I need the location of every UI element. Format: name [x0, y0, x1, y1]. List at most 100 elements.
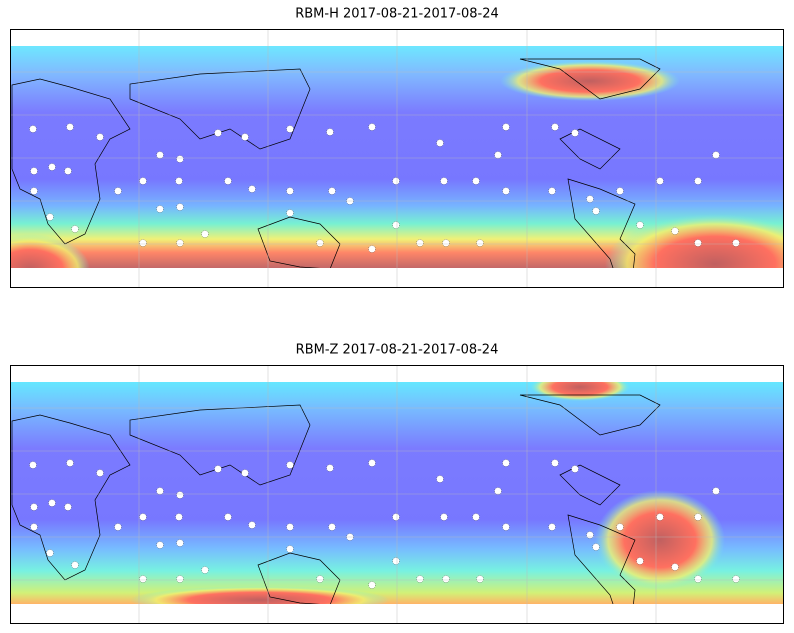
station-dot	[551, 123, 559, 131]
station-dot	[175, 513, 183, 521]
station-dot	[30, 187, 38, 195]
station-dot	[368, 123, 376, 131]
station-dot	[176, 239, 184, 247]
coastline	[11, 414, 131, 581]
station-dot	[694, 513, 702, 521]
map-title: RBM-H 2017-08-21-2017-08-24	[295, 7, 499, 22]
coastline	[129, 68, 311, 150]
station-dot	[712, 487, 720, 495]
station-dot	[392, 221, 400, 229]
station-dot	[201, 566, 209, 574]
station-dot	[46, 213, 54, 221]
station-dot	[139, 239, 147, 247]
station-dot	[286, 209, 294, 217]
station-dot	[671, 563, 679, 571]
station-dot	[656, 513, 664, 521]
station-dot	[214, 465, 222, 473]
station-dot	[392, 177, 400, 185]
hot-spot	[500, 61, 680, 101]
station-dot	[694, 575, 702, 583]
station-dot	[96, 469, 104, 477]
station-dot	[46, 549, 54, 557]
station-dot	[176, 155, 184, 163]
station-dot	[286, 523, 294, 531]
station-dot	[548, 523, 556, 531]
hot-spot	[11, 234, 90, 268]
station-dot	[201, 230, 209, 238]
station-dot	[286, 545, 294, 553]
station-dot	[248, 521, 256, 529]
station-dot	[29, 125, 37, 133]
station-dot	[571, 129, 579, 137]
station-dot	[64, 167, 72, 175]
station-dot	[502, 123, 510, 131]
station-dot	[712, 151, 720, 159]
station-dot	[30, 503, 38, 511]
station-dot	[48, 499, 56, 507]
station-dot	[494, 151, 502, 159]
map-panel: RBM-Z 2017-08-21-2017-08-24	[10, 343, 784, 624]
station-dot	[551, 459, 559, 467]
hot-spot	[595, 490, 725, 590]
station-dot	[66, 123, 74, 131]
station-dot	[616, 523, 624, 531]
station-dot	[139, 513, 147, 521]
station-dot	[472, 177, 480, 185]
station-dot	[636, 221, 644, 229]
coastline	[257, 216, 341, 268]
station-dot	[368, 459, 376, 467]
station-dot	[114, 523, 122, 531]
hot-spot	[530, 382, 630, 401]
hot-spot	[130, 586, 390, 604]
station-dot	[316, 575, 324, 583]
station-dot	[476, 239, 484, 247]
station-dot	[175, 177, 183, 185]
station-dot	[616, 187, 624, 195]
station-dot	[592, 543, 600, 551]
station-dot	[30, 167, 38, 175]
coastline	[11, 78, 131, 245]
station-dot	[176, 539, 184, 547]
station-dot	[156, 541, 164, 549]
station-dot	[586, 531, 594, 539]
map-panel: RBM-H 2017-08-21-2017-08-24	[10, 7, 784, 288]
station-dot	[571, 465, 579, 473]
station-dot	[476, 575, 484, 583]
station-dot	[328, 187, 336, 195]
station-dot	[440, 177, 448, 185]
coastline	[519, 394, 661, 436]
station-dot	[586, 195, 594, 203]
map-title: RBM-Z 2017-08-21-2017-08-24	[296, 343, 499, 358]
station-dot	[139, 177, 147, 185]
station-dot	[96, 133, 104, 141]
station-dot	[30, 523, 38, 531]
station-dot	[732, 239, 740, 247]
station-dot	[416, 575, 424, 583]
station-dot	[286, 125, 294, 133]
station-dot	[502, 459, 510, 467]
station-dot	[214, 129, 222, 137]
station-dot	[548, 187, 556, 195]
station-dot	[502, 187, 510, 195]
station-dot	[156, 151, 164, 159]
station-dot	[436, 139, 444, 147]
station-dot	[241, 133, 249, 141]
station-dot	[368, 245, 376, 253]
station-dot	[316, 239, 324, 247]
station-dot	[392, 557, 400, 565]
station-dot	[29, 461, 37, 469]
station-dot	[71, 225, 79, 233]
station-dot	[442, 575, 450, 583]
station-dot	[176, 203, 184, 211]
station-dot	[442, 239, 450, 247]
station-dot	[440, 513, 448, 521]
station-dot	[494, 487, 502, 495]
station-dot	[286, 461, 294, 469]
station-dot	[732, 575, 740, 583]
station-dot	[436, 475, 444, 483]
station-dot	[368, 581, 376, 589]
station-dot	[156, 487, 164, 495]
station-dot	[286, 187, 294, 195]
station-dot	[114, 187, 122, 195]
